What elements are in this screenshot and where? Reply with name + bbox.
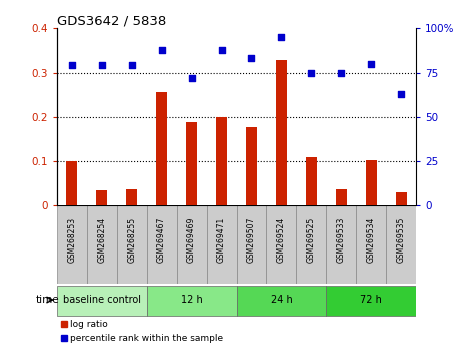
Point [188,75,195,81]
Point [218,47,225,52]
Point [278,34,285,40]
Text: GDS3642 / 5838: GDS3642 / 5838 [57,14,166,27]
Text: GSM269507: GSM269507 [247,217,256,263]
Text: 72 h: 72 h [360,295,382,305]
Bar [236,286,326,316]
Bar [96,190,107,205]
Text: 12 h: 12 h [181,295,202,305]
Point [338,70,345,75]
Bar [356,205,386,284]
Point [128,63,135,68]
Bar [396,192,406,205]
Bar [147,286,236,316]
Legend: log ratio, percentile rank within the sample: log ratio, percentile rank within the sa… [61,320,223,343]
Bar [126,188,137,205]
Text: GSM269535: GSM269535 [397,217,406,263]
Bar [297,205,326,284]
Bar [147,205,176,284]
Text: GSM269534: GSM269534 [367,217,376,263]
Bar [67,161,77,205]
Text: GSM269467: GSM269467 [157,217,166,263]
Point [368,61,375,67]
Text: baseline control: baseline control [63,295,140,305]
Bar [57,286,147,316]
Text: time: time [36,295,60,305]
Text: GSM269524: GSM269524 [277,217,286,263]
Bar [87,205,117,284]
Text: 24 h: 24 h [271,295,292,305]
Text: GSM269469: GSM269469 [187,217,196,263]
Point [68,63,76,68]
Bar [366,160,377,205]
Bar [236,205,266,284]
Point [158,47,166,52]
Text: GSM269525: GSM269525 [307,217,316,263]
Text: GSM269533: GSM269533 [337,217,346,263]
Bar [57,205,87,284]
Text: GSM268253: GSM268253 [67,217,76,263]
Text: GSM269471: GSM269471 [217,217,226,263]
Bar [326,205,356,284]
Point [397,91,405,97]
Point [307,70,315,75]
Bar [216,117,227,205]
Point [248,56,255,61]
Bar [176,205,207,284]
Bar [266,205,297,284]
Bar [326,286,416,316]
Bar [306,156,316,205]
Text: GSM268254: GSM268254 [97,217,106,263]
Bar [336,189,347,205]
Bar [117,205,147,284]
Bar [386,205,416,284]
Bar [276,60,287,205]
Bar [246,127,257,205]
Bar [207,205,236,284]
Bar [186,122,197,205]
Point [98,63,105,68]
Text: GSM268255: GSM268255 [127,217,136,263]
Bar [157,92,167,205]
